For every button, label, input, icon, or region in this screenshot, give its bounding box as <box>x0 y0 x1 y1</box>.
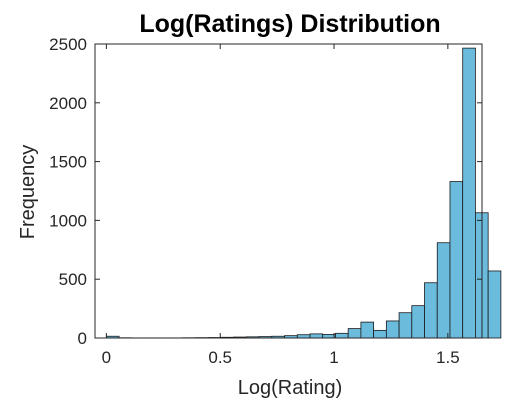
histogram-bar-16 <box>309 333 324 339</box>
histogram-bar-30 <box>487 270 502 339</box>
histogram-bar-25 <box>424 282 438 339</box>
y-tick-label-1: 500 <box>59 270 87 289</box>
x-tick-label-2: 1 <box>329 348 338 367</box>
histogram-bar-19 <box>347 328 362 339</box>
x-tick-label-3: 1.5 <box>436 348 460 367</box>
axes-box <box>94 43 483 339</box>
y-tick-label-2: 1000 <box>49 211 87 230</box>
histogram-bar-23 <box>398 312 413 339</box>
histogram-bar-26 <box>436 242 451 339</box>
y-axis-label: Frequency <box>17 145 39 240</box>
plot-area <box>94 43 502 339</box>
histogram-bar-24 <box>411 305 425 339</box>
histogram-bar-18 <box>335 332 349 339</box>
x-axis-label: Log(Rating) <box>238 377 343 399</box>
x-tick-label-1: 0.5 <box>208 348 232 367</box>
histogram-bar-20 <box>360 321 375 339</box>
chart-title: Log(Ratings) Distribution <box>139 10 440 38</box>
axis-ticks: 0 0.5 1 1.5 0 500 1000 1500 2000 2500 <box>49 35 482 367</box>
y-tick-label-3: 1500 <box>49 153 87 172</box>
y-tick-label-4: 2000 <box>49 94 87 113</box>
y-tick-label-0: 0 <box>78 329 87 348</box>
histogram-bar-22 <box>385 320 400 339</box>
histogram-bar-28 <box>462 47 476 339</box>
histogram-bar-27 <box>449 181 464 339</box>
y-tick-label-5: 2500 <box>49 35 87 54</box>
histogram-bar-21 <box>373 329 387 339</box>
x-tick-label-0: 0 <box>102 348 111 367</box>
